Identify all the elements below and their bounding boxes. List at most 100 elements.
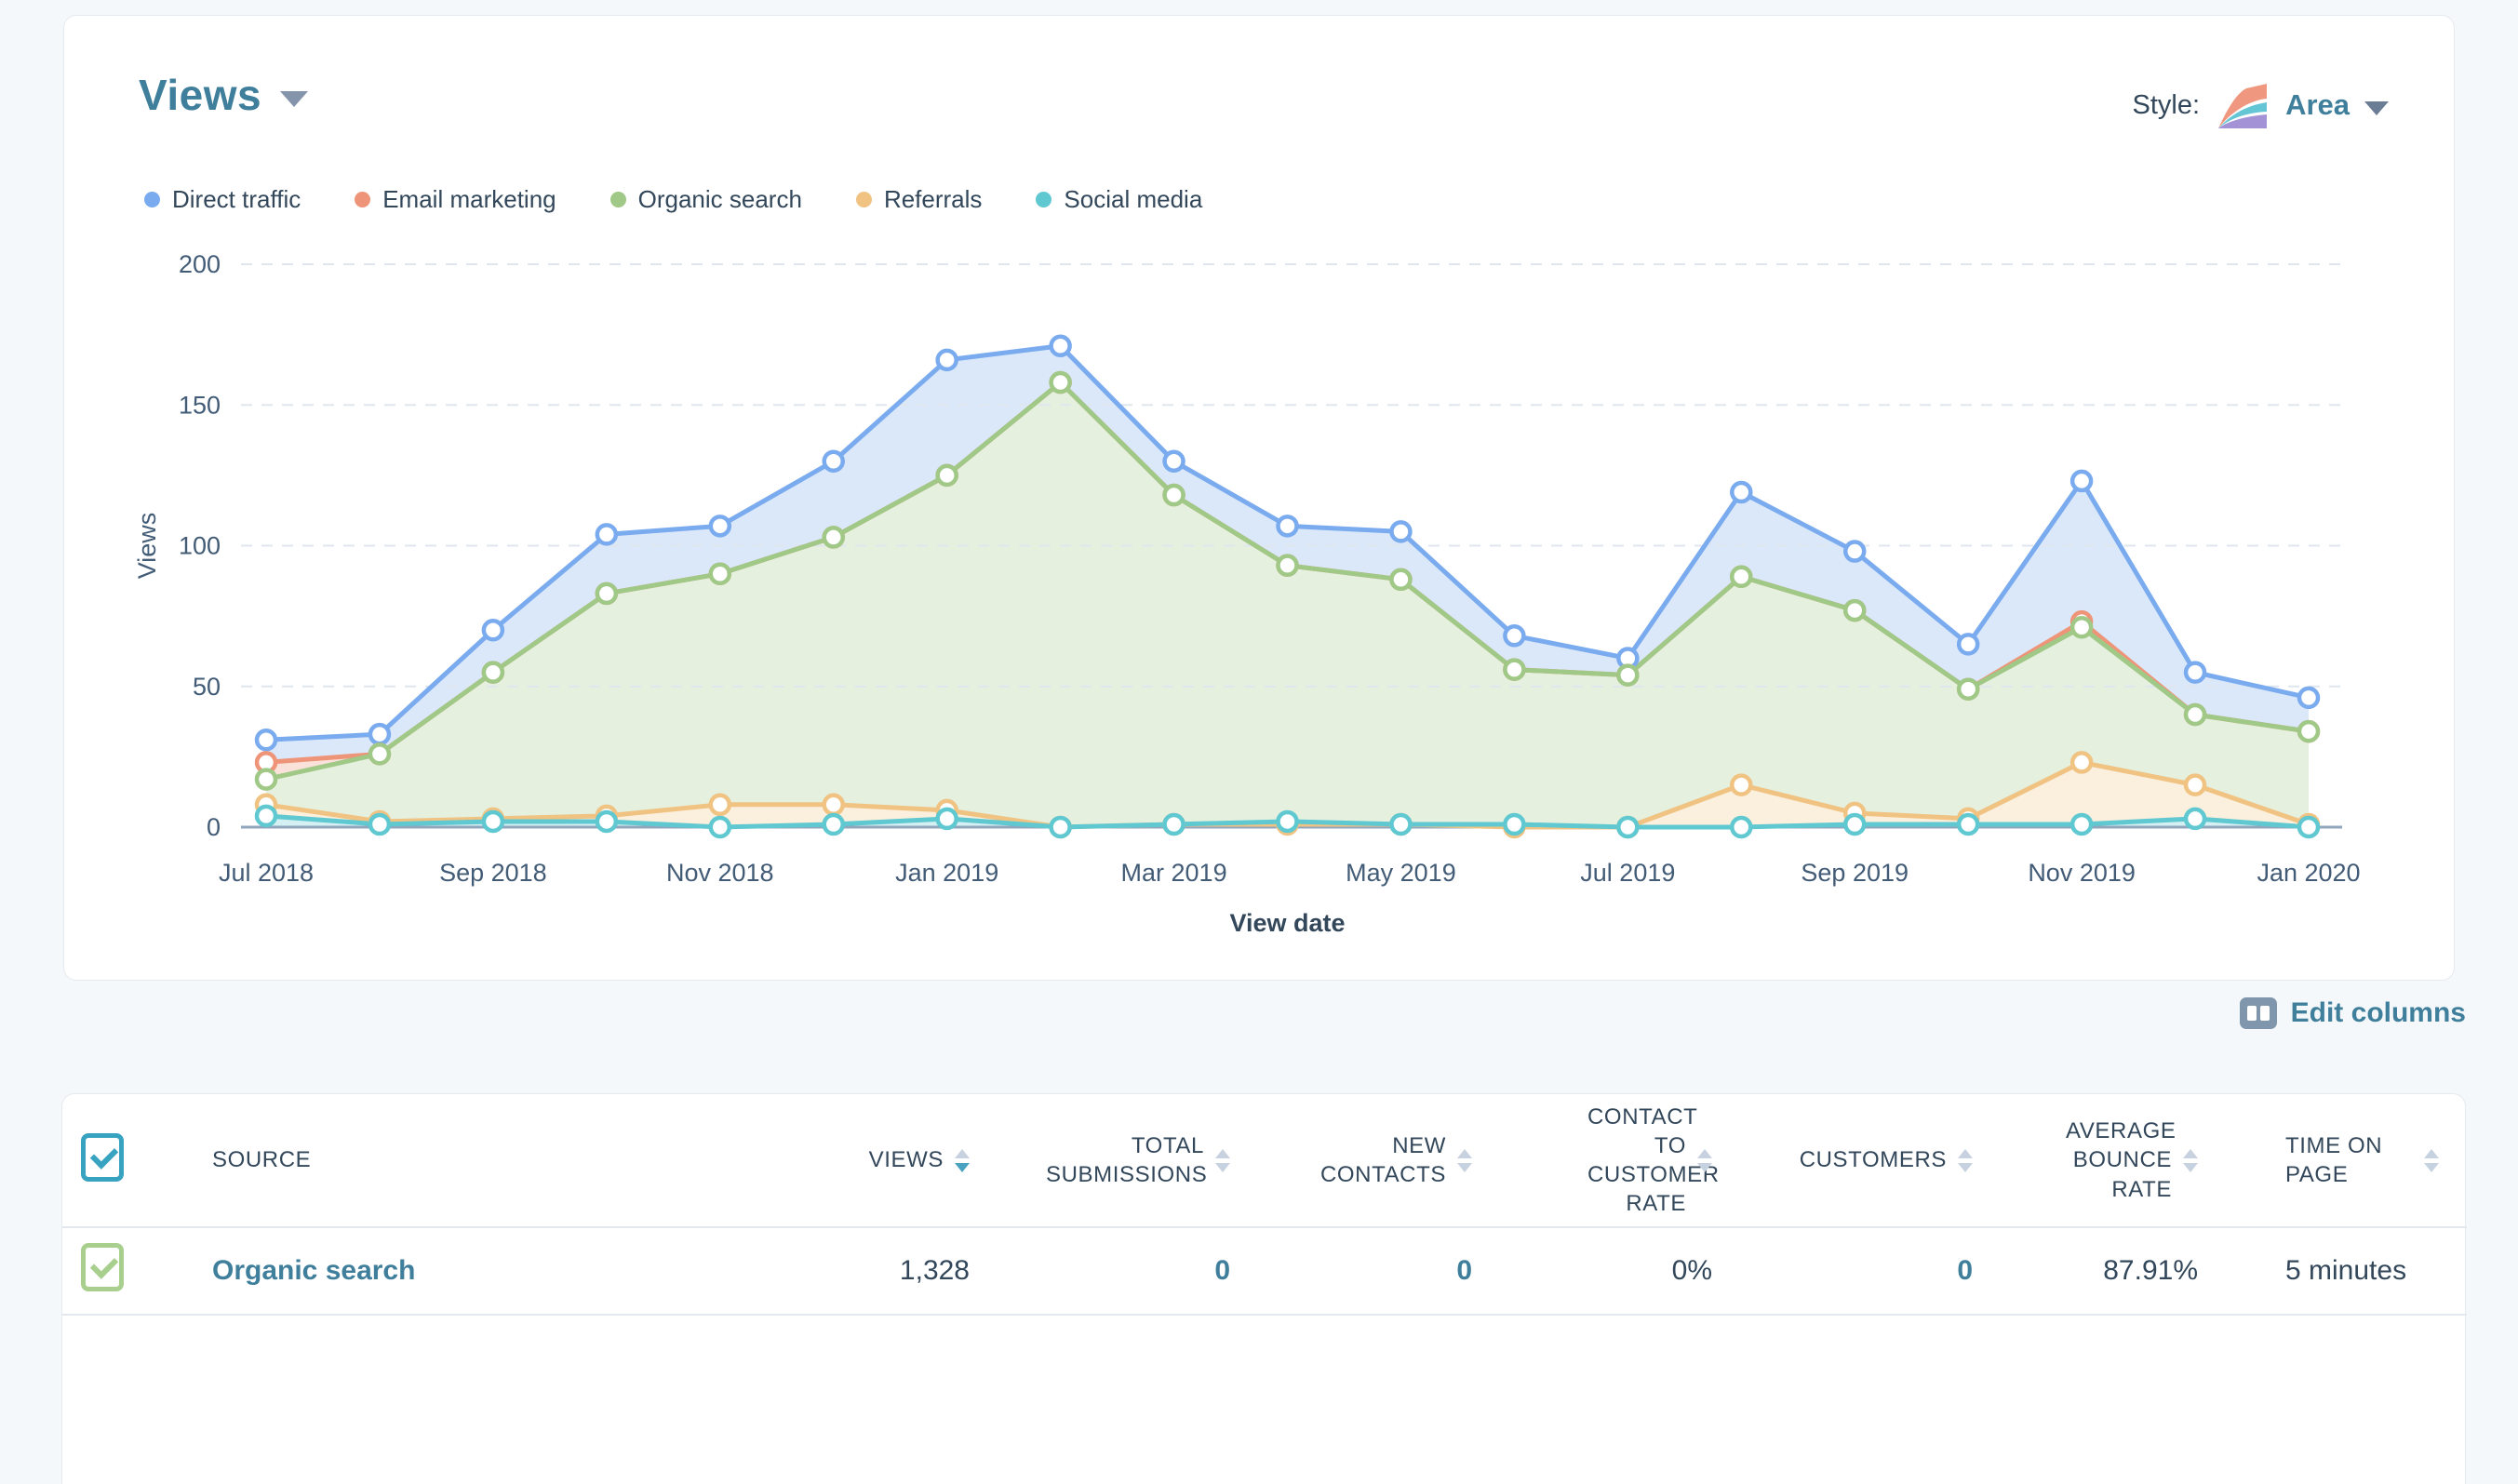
- legend-item-direct-traffic[interactable]: Direct traffic: [144, 185, 301, 214]
- data-point[interactable]: [1730, 815, 1753, 839]
- data-point[interactable]: [1503, 624, 1526, 648]
- data-point[interactable]: [1162, 812, 1185, 836]
- data-point[interactable]: [481, 619, 505, 642]
- data-point[interactable]: [2069, 469, 2094, 493]
- columns-icon: [2239, 997, 2277, 1029]
- legend-item-organic-search[interactable]: Organic search: [609, 185, 802, 214]
- data-point[interactable]: [1503, 812, 1526, 836]
- series-markers-organic-search[interactable]: [254, 370, 2321, 791]
- data-point[interactable]: [708, 793, 732, 817]
- series-markers-direct-traffic[interactable]: [254, 334, 2321, 752]
- data-point[interactable]: [1049, 815, 1072, 839]
- data-point[interactable]: [1956, 633, 1980, 656]
- style-selector[interactable]: Area: [2285, 88, 2389, 122]
- data-point[interactable]: [481, 809, 505, 834]
- x-tick-label: Mar 2019: [1121, 859, 1227, 887]
- data-point[interactable]: [2183, 807, 2207, 831]
- y-tick-label: 100: [179, 532, 221, 560]
- legend-item-social-media[interactable]: Social media: [1036, 185, 1202, 214]
- data-point[interactable]: [935, 348, 958, 372]
- data-point[interactable]: [1842, 812, 1867, 836]
- cell-customers[interactable]: 0: [1957, 1255, 1973, 1286]
- data-point[interactable]: [1162, 449, 1185, 473]
- data-point[interactable]: [1956, 812, 1980, 836]
- data-point[interactable]: [1503, 658, 1526, 681]
- data-point[interactable]: [368, 722, 392, 746]
- data-point[interactable]: [2297, 686, 2321, 710]
- column-header-label: CONTACT TO CUSTOMER RATE: [1587, 1103, 1720, 1217]
- column-header-time-on-page[interactable]: TIME ON PAGE: [2226, 1094, 2467, 1227]
- data-point[interactable]: [2297, 719, 2321, 743]
- data-point[interactable]: [1730, 565, 1753, 589]
- series-markers-social-media[interactable]: [254, 804, 2321, 839]
- data-point[interactable]: [2069, 751, 2094, 774]
- data-point[interactable]: [708, 515, 732, 538]
- data-point[interactable]: [1049, 370, 1072, 394]
- data-point[interactable]: [822, 526, 845, 549]
- data-point[interactable]: [2297, 815, 2321, 839]
- data-point[interactable]: [1616, 663, 1640, 687]
- chevron-down-icon: [280, 90, 309, 107]
- column-header-label: TOTAL SUBMISSIONS: [1046, 1132, 1208, 1187]
- cell-total-submissions[interactable]: 0: [1214, 1255, 1230, 1286]
- edit-columns-button[interactable]: Edit columns: [2239, 997, 2466, 1029]
- cell-new-contacts[interactable]: 0: [1456, 1255, 1472, 1286]
- data-point[interactable]: [2069, 615, 2094, 639]
- data-point[interactable]: [1842, 598, 1867, 622]
- data-point[interactable]: [2183, 661, 2207, 684]
- data-point[interactable]: [822, 812, 845, 836]
- data-point[interactable]: [1842, 540, 1867, 563]
- column-header-views[interactable]: VIEWS: [607, 1094, 998, 1227]
- data-point[interactable]: [368, 742, 392, 766]
- legend-item-email-marketing[interactable]: Email marketing: [355, 185, 556, 214]
- report-title-dropdown[interactable]: Views: [139, 70, 309, 120]
- data-point[interactable]: [1956, 677, 1980, 702]
- data-point[interactable]: [1276, 809, 1299, 834]
- data-point[interactable]: [822, 793, 845, 817]
- sort-arrows-icon: [955, 1148, 970, 1172]
- data-point[interactable]: [708, 562, 732, 585]
- column-header-average-bounce-rate[interactable]: AVERAGE BOUNCE RATE: [2001, 1094, 2226, 1227]
- cell-average-bounce-rate: 87.91%: [2103, 1255, 2198, 1286]
- data-point[interactable]: [1730, 480, 1753, 504]
- data-point[interactable]: [1049, 334, 1072, 357]
- row-checkbox[interactable]: [80, 1243, 124, 1291]
- y-tick-label: 50: [193, 673, 221, 701]
- data-point[interactable]: [2069, 812, 2094, 836]
- legend-item-referrals[interactable]: Referrals: [855, 185, 982, 214]
- data-point[interactable]: [1616, 815, 1640, 839]
- data-point[interactable]: [254, 728, 278, 752]
- data-point[interactable]: [1276, 554, 1299, 577]
- data-point[interactable]: [368, 812, 392, 836]
- data-point[interactable]: [595, 582, 619, 606]
- select-all-checkbox[interactable]: [80, 1132, 124, 1182]
- column-header-contact-to-customer-rate[interactable]: CONTACT TO CUSTOMER RATE: [1500, 1094, 1740, 1227]
- data-point[interactable]: [1162, 483, 1185, 507]
- data-point[interactable]: [1389, 812, 1413, 836]
- data-point[interactable]: [254, 768, 278, 791]
- column-header-new-contacts[interactable]: NEW CONTACTS: [1258, 1094, 1500, 1227]
- column-header-label: VIEWS: [868, 1147, 944, 1173]
- data-point[interactable]: [935, 807, 958, 831]
- data-point[interactable]: [2183, 702, 2207, 727]
- page: Views Style: Area Direct traffic Email ma…: [61, 15, 2467, 1484]
- cell-source[interactable]: Organic search: [212, 1255, 416, 1286]
- data-point[interactable]: [1389, 520, 1413, 543]
- data-point[interactable]: [1730, 773, 1753, 796]
- chevron-down-icon: [2364, 100, 2389, 115]
- data-point[interactable]: [935, 463, 958, 488]
- column-header-customers[interactable]: CUSTOMERS: [1740, 1094, 2001, 1227]
- data-point[interactable]: [1276, 515, 1299, 538]
- data-point[interactable]: [481, 661, 505, 684]
- data-point[interactable]: [595, 523, 619, 546]
- data-point[interactable]: [708, 815, 732, 839]
- views-chart[interactable]: 0 50 100 150 200 Jul 2018 Sep 2018 Nov 2018 Jan …: [64, 16, 2456, 982]
- data-point[interactable]: [254, 804, 278, 828]
- data-point[interactable]: [1389, 568, 1413, 592]
- x-tick-label: May 2019: [1346, 859, 1456, 887]
- sources-table-card: SOURCE VIEWS TOTAL SUBMISSIONS NEW CONTACTS…: [61, 1093, 2467, 1484]
- data-point[interactable]: [595, 809, 619, 834]
- data-point[interactable]: [2183, 773, 2207, 796]
- data-point[interactable]: [822, 449, 845, 473]
- column-header-total-submissions[interactable]: TOTAL SUBMISSIONS: [998, 1094, 1258, 1227]
